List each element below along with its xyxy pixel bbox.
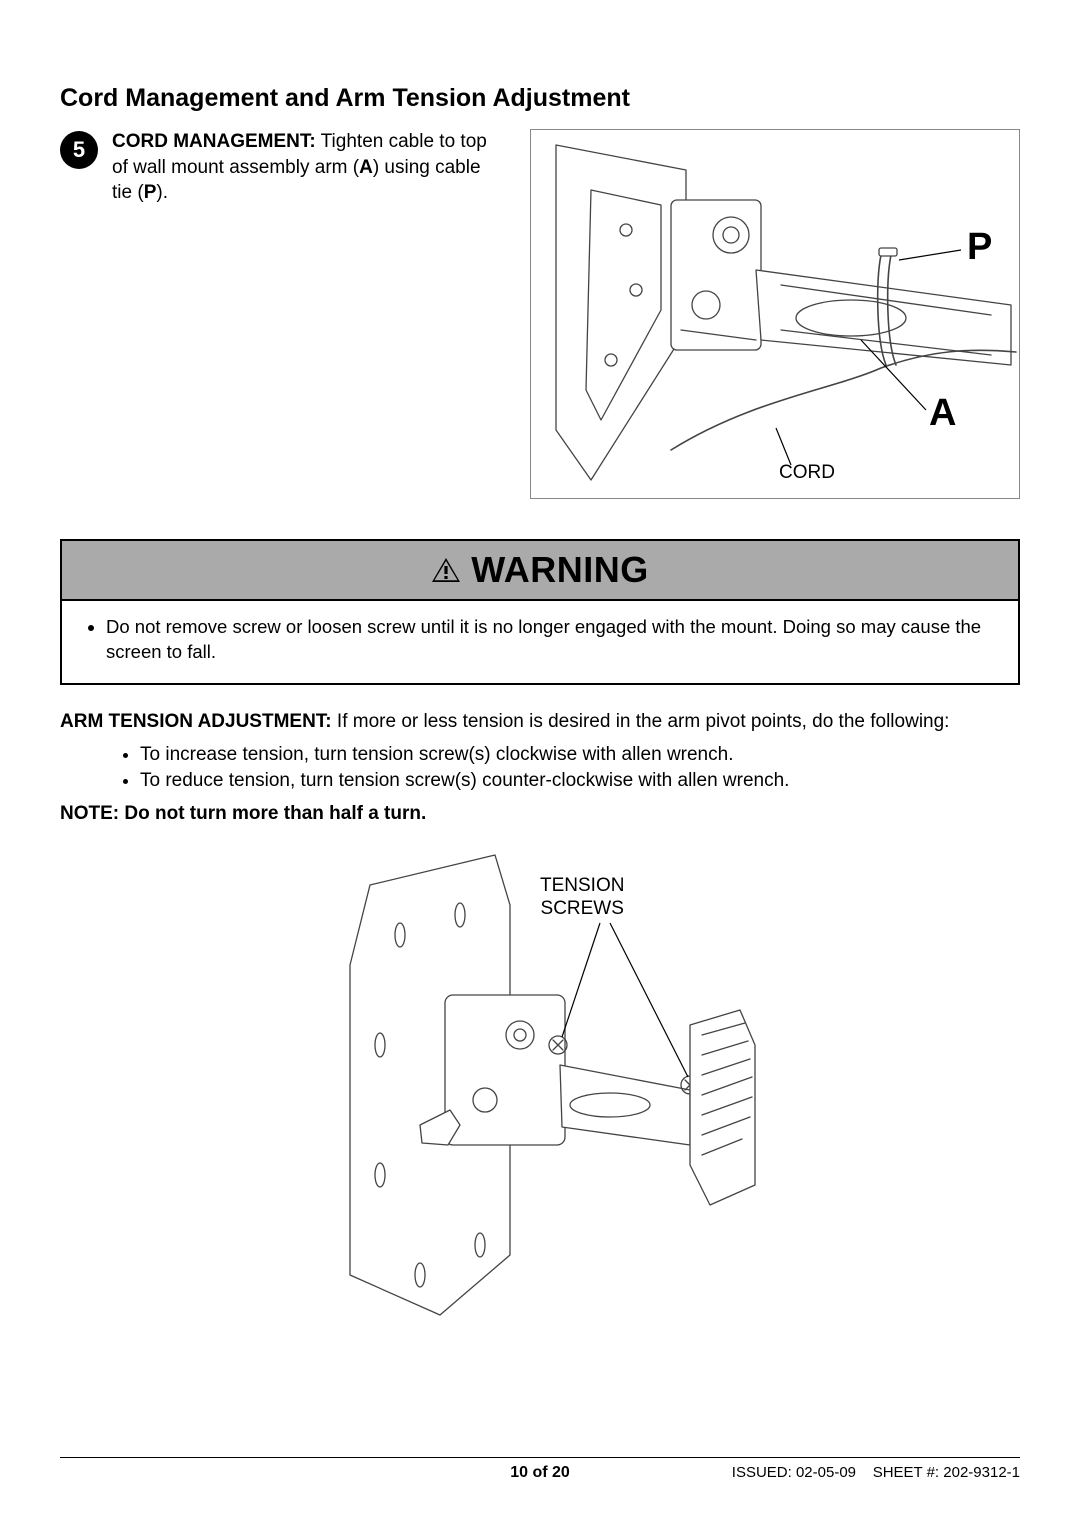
figure-tension-adjustment: TENSION SCREWS (310, 845, 770, 1345)
page-footer: 10 of 20 ISSUED: 02-05-09 SHEET #: 202-9… (60, 1457, 1020, 1481)
warning-title: WARNING (471, 549, 649, 591)
callout-A: A (929, 392, 956, 435)
tension-screws-label: TENSION SCREWS (540, 875, 624, 921)
warning-body: Do not remove screw or loosen screw unti… (62, 601, 1018, 683)
label-A-inline: A (359, 157, 373, 178)
arm-lead: ARM TENSION ADJUSTMENT: If more or less … (60, 709, 1020, 736)
cord-label: CORD (779, 462, 835, 484)
footer-sheet: SHEET #: 202-9312-1 (873, 1464, 1020, 1481)
warning-triangle-icon (431, 557, 461, 583)
arm-note: NOTE: Do not turn more than half a turn. (60, 801, 1020, 828)
arm-bullets: To increase tension, turn tension screw(… (140, 742, 1020, 795)
page-number: 10 of 20 (510, 1464, 570, 1482)
step-heading: CORD MANAGEMENT: (112, 131, 316, 152)
warning-header: WARNING (62, 541, 1018, 601)
callout-P: P (967, 226, 992, 269)
warning-box: WARNING Do not remove screw or loosen sc… (60, 539, 1020, 685)
tension-label-line1: TENSION (540, 875, 624, 896)
step-number-badge: 5 (60, 131, 98, 169)
warning-item: Do not remove screw or loosen screw unti… (106, 615, 996, 665)
step-body-3: ). (156, 182, 168, 203)
label-P-inline: P (144, 182, 157, 203)
arm-bullet-1: To increase tension, turn tension screw(… (140, 742, 1020, 769)
figure-cord-management: P A CORD (530, 129, 1020, 499)
arm-bullet-2: To reduce tension, turn tension screw(s)… (140, 768, 1020, 795)
tension-label-line2: SCREWS (541, 898, 624, 919)
arm-lead-text: If more or less tension is desired in th… (332, 711, 950, 732)
step-text: CORD MANAGEMENT: Tighten cable to top of… (112, 129, 492, 206)
section-title: Cord Management and Arm Tension Adjustme… (60, 84, 1020, 113)
footer-issued: ISSUED: 02-05-09 (732, 1464, 856, 1481)
arm-heading: ARM TENSION ADJUSTMENT: (60, 711, 332, 732)
